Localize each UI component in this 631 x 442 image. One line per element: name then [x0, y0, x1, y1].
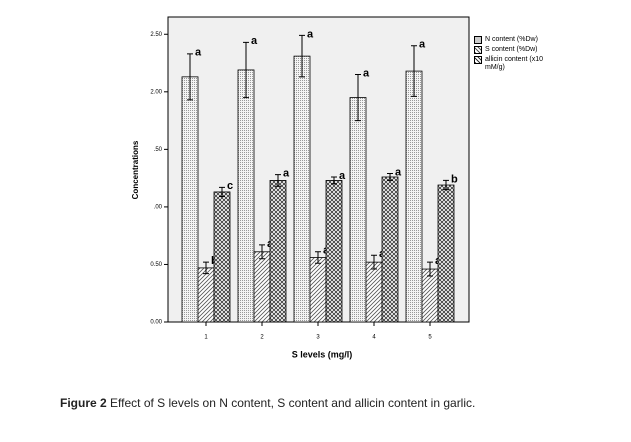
bar: [269, 180, 287, 323]
x-tick-label: 4: [372, 335, 376, 341]
bar: [365, 261, 383, 323]
x-axis-title: S levels (mg/l): [292, 349, 353, 359]
significance-letter: a: [395, 166, 402, 178]
error-bar: [411, 45, 417, 97]
legend-swatch: [474, 56, 482, 64]
bar: [181, 76, 199, 323]
legend-item: allicin content (x10 mM/g): [474, 56, 564, 72]
error-bar: [243, 41, 249, 99]
bar: [421, 268, 439, 323]
x-tick-label: 1: [204, 335, 208, 341]
x-tick-label: 5: [428, 335, 432, 341]
significance-letter: a: [283, 168, 290, 180]
error-bar: [275, 174, 281, 187]
bar: [237, 69, 255, 323]
y-tick-label: 2.00: [150, 89, 162, 95]
error-bar: [371, 254, 377, 270]
error-bar: [387, 173, 393, 181]
bar: [405, 70, 423, 323]
significance-letter: a: [307, 28, 314, 40]
bar: [325, 180, 343, 323]
legend-swatch: [474, 36, 482, 44]
y-tick-label: 2.50: [150, 32, 162, 38]
bar: [253, 251, 271, 323]
bar: [197, 267, 215, 323]
error-bar: [427, 261, 433, 277]
caption-label: Figure 2: [60, 396, 107, 410]
x-tick-label: 2: [260, 335, 264, 341]
error-bar: [355, 74, 361, 122]
x-tick-label: 3: [316, 335, 320, 341]
legend-label: allicin content (x10 mM/g): [485, 56, 543, 71]
y-tick-label: .00: [154, 204, 163, 210]
significance-letter: a: [419, 39, 426, 51]
legend-swatch: [474, 46, 482, 54]
y-tick-label: 0.00: [150, 320, 162, 326]
significance-letter: c: [227, 180, 233, 192]
error-bar: [443, 179, 449, 191]
error-bar: [299, 34, 305, 78]
significance-letter: a: [339, 170, 346, 182]
error-bar: [259, 244, 265, 260]
error-bar: [331, 176, 337, 185]
error-bar: [315, 251, 321, 264]
bar: [437, 184, 455, 323]
y-tick-label: 0.50: [150, 262, 162, 268]
legend-label: N content (%Dw): [485, 36, 538, 43]
bar: [381, 176, 399, 323]
legend-item: N content (%Dw): [474, 36, 564, 44]
error-bar: [203, 261, 209, 275]
significance-letter: a: [251, 35, 258, 47]
bar: [293, 55, 311, 323]
bar: [349, 97, 367, 323]
significance-letter: a: [195, 47, 202, 59]
error-bar: [187, 53, 193, 101]
bar: [213, 191, 231, 323]
legend-item: S content (%Dw): [474, 46, 564, 54]
error-bar: [219, 186, 225, 198]
significance-letter: a: [363, 67, 370, 79]
significance-letter: b: [451, 173, 458, 185]
y-axis-title: Concentrations: [131, 140, 140, 199]
legend-label: S content (%Dw): [485, 46, 538, 53]
y-tick-label: .50: [154, 147, 163, 153]
caption-text: Effect of S levels on N content, S conte…: [110, 396, 476, 410]
bar: [309, 257, 327, 323]
caption: Figure 2 Effect of S levels on N content…: [60, 396, 475, 410]
